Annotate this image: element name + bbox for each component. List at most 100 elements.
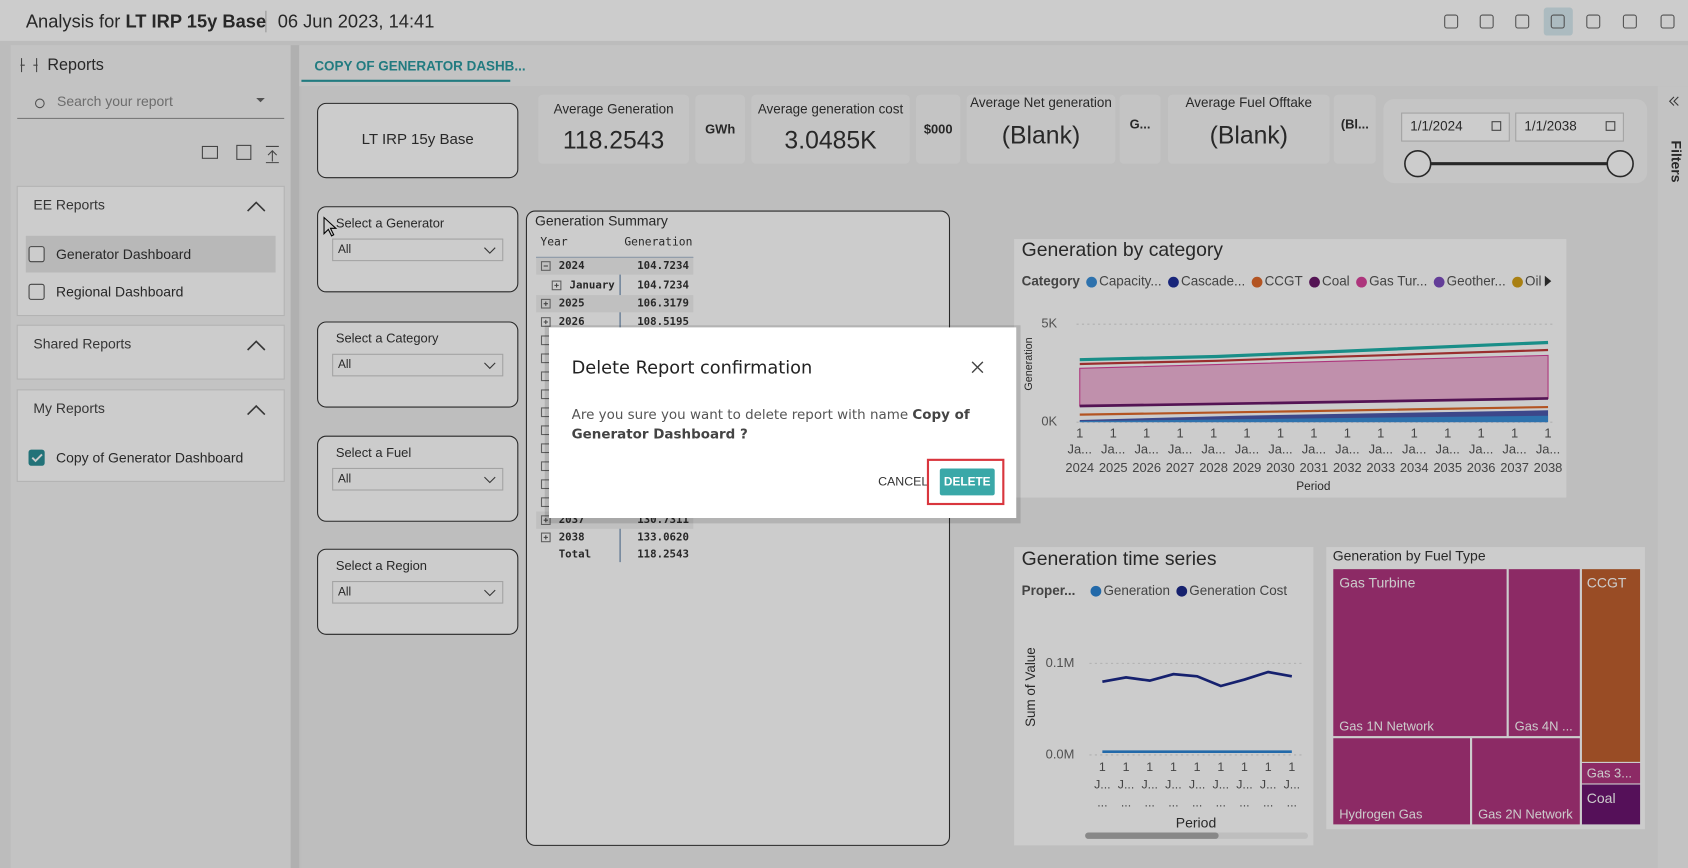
x-tick-label: Ja... [1201,442,1225,457]
legend-title: Proper... [1022,583,1076,598]
expand-icon[interactable] [551,280,562,291]
legend-swatch [1512,276,1523,288]
row-value: 133.0620 [637,530,689,543]
calendar-icon[interactable] [1605,121,1616,131]
row-label: January [569,278,615,291]
toolbar-icon[interactable] [1586,14,1601,29]
filters-label[interactable]: Filters [1668,141,1684,183]
expand-icon[interactable] [540,298,551,309]
x-tick-label: 1 [1146,760,1153,774]
section-chevron[interactable] [247,404,266,416]
x-tick-label: 2029 [1233,460,1262,475]
x-tick-label: 1 [1478,425,1485,440]
kpi-unit-card [695,94,745,164]
cancel-button[interactable]: CANCEL [878,475,928,489]
slicer-value: All [338,242,351,256]
section-chevron[interactable] [247,340,266,351]
x-tick-label: ... [1121,796,1131,810]
new-report-icon[interactable] [236,144,252,160]
search[interactable]: Search your report [17,93,285,119]
toolbar-icon[interactable] [1515,14,1530,29]
y-axis-label: Sum of Value [1023,647,1038,727]
modal: Delete Report confirmation Are you sure … [544,325,1021,524]
expand-filters[interactable] [1668,96,1679,106]
toolbar-icon[interactable] [1622,14,1637,29]
treemap-label: Hydrogen Gas [1339,807,1422,822]
toolbar-icon[interactable] [1444,14,1459,29]
x-tick-label: 1 [1243,425,1250,440]
x-tick-label: 2038 [1534,460,1563,475]
row-label: Total [559,548,591,561]
expand-icon[interactable] [540,515,551,525]
slider-handle[interactable] [1606,149,1634,178]
legend-swatch [1356,276,1367,288]
legend-item: Oil [1525,274,1541,289]
scrollbar-thumb[interactable] [1085,832,1219,839]
expand-icon[interactable] [540,317,551,327]
area-line [1079,397,1549,408]
report-item[interactable]: Generator Dashboard [56,246,191,262]
kpi-unit: (Bl... [1341,116,1369,131]
slicer-dropdown[interactable] [332,238,504,262]
x-tick-label: 2031 [1300,460,1329,475]
delete-button[interactable] [939,468,995,496]
area [1079,415,1549,423]
checkbox[interactable] [28,283,45,300]
section-chevron[interactable] [247,201,266,212]
x-tick-label: J... [1094,777,1111,791]
slicer-caret [484,247,496,254]
row-value: 106.3179 [637,297,689,310]
x-tick-label: 1 [1241,760,1248,774]
x-tick-label: 1 [1110,425,1117,440]
tab[interactable]: COPY OF GENERATOR DASHB... [314,58,525,73]
slicer-dropdown[interactable] [332,581,504,604]
x-tick-label: ... [1263,796,1273,810]
import-icon[interactable] [265,145,279,164]
collapse-icon[interactable] [20,58,38,73]
x-tick-label: J... [1260,777,1277,791]
x-tick-label: 1 [1411,425,1418,440]
start-date-input[interactable] [1401,112,1510,142]
treemap-label: Gas 1N Network [1339,718,1434,733]
checkbox[interactable] [28,246,45,263]
legend-swatch [1090,585,1102,597]
toolbar-icon[interactable] [1550,14,1565,29]
section-panel [16,389,285,482]
calendar-icon[interactable] [1491,121,1502,131]
x-tick-label: 1 [1377,425,1384,440]
time-series-chart [1014,547,1314,846]
cursor [323,216,338,237]
toolbar-icon[interactable] [1660,14,1675,29]
treemap-cell [1580,783,1642,826]
kpi-unit-card [1119,94,1161,164]
treemap-cell [1332,568,1508,738]
x-tick-label: 1 [1194,760,1201,774]
kpi-value: 3.0485K [784,128,877,155]
slicer-dropdown[interactable] [332,467,504,491]
y-tick-label: 0K [1041,414,1057,429]
toolbar-icon[interactable] [1479,14,1494,29]
end-date-input[interactable] [1515,112,1624,142]
slider-handle[interactable] [1404,149,1432,178]
legend-swatch [1309,276,1320,288]
report-item[interactable]: Copy of Generator Dashboard [56,449,243,465]
report-item[interactable]: Regional Dashboard [56,284,183,300]
slicer-dropdown[interactable] [332,353,504,377]
message: Are you sure you want to delete report w… [571,406,909,423]
expand-icon[interactable] [540,532,551,543]
slicer-value: All [338,357,351,371]
x-tick-label: 1 [1076,425,1083,440]
x-tick-label: 1 [1310,425,1317,440]
x-tick-label: ... [1287,796,1297,810]
expand-glyph [554,283,559,288]
expand-icon[interactable] [540,261,551,271]
row-band [536,257,694,275]
x-tick-label: Ja... [1502,442,1526,457]
x-tick-label: 2024 [1065,460,1094,475]
modal-close[interactable] [971,361,984,374]
present-icon[interactable] [201,145,218,159]
legend-next[interactable] [1544,275,1552,287]
report-sections: EE Reports Generator Dashboard Regional Da… [16,185,285,482]
checkbox[interactable] [28,449,45,466]
sidebar-title: Reports [47,56,104,74]
